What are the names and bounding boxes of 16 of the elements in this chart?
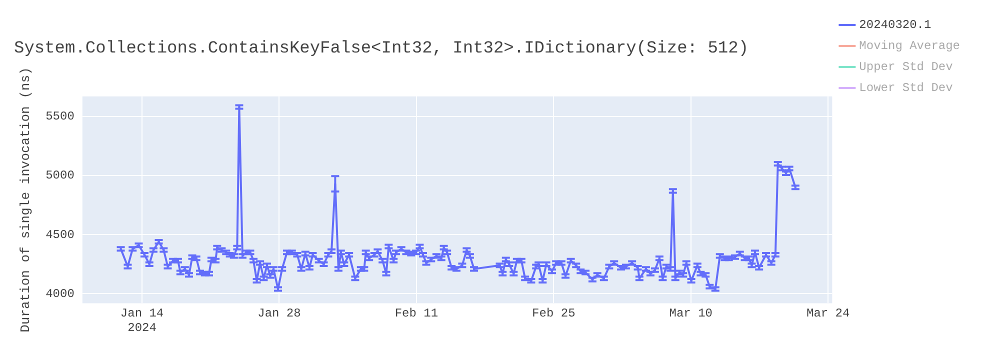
x-tick-label: Mar 10 xyxy=(669,306,712,321)
y-tick-label: 4500 xyxy=(46,228,74,242)
legend-label: Moving Average xyxy=(859,39,960,54)
chart-title: System.Collections.ContainsKeyFalse<Int32, Int32>.IDictionary(Size: 512) xyxy=(14,40,749,59)
x-tick-label: Feb 25 xyxy=(532,306,576,321)
x-tick-label: Feb 11 xyxy=(394,306,438,321)
x-tick-label: Jan 28 xyxy=(258,306,301,321)
x-tick-label: Mar 24 xyxy=(806,306,850,321)
legend-label: Lower Std Dev xyxy=(859,81,953,96)
y-tick-label: 5500 xyxy=(46,110,74,124)
legend-label: Upper Std Dev xyxy=(859,60,953,74)
x-tick-label: Jan 14 2024 xyxy=(120,306,164,335)
y-axis-title: Duration of single invocation (ns) xyxy=(18,67,34,332)
legend-label: 20240320.1 xyxy=(859,18,932,32)
y-tick-label: 4000 xyxy=(46,286,74,301)
y-tick-label: 5000 xyxy=(46,168,74,183)
